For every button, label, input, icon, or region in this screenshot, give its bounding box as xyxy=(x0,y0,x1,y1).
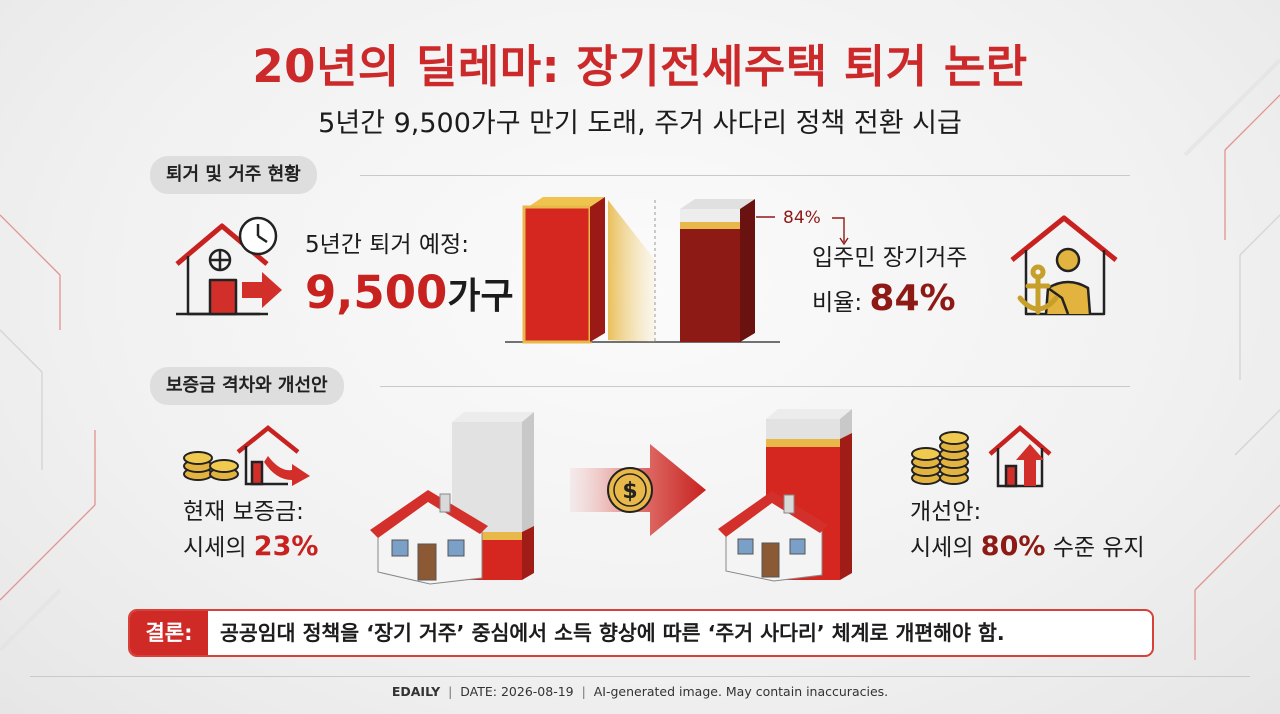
conclusion-text: 공공임대 정책을 ‘장기 거주’ 중심에서 소득 향상에 따른 ‘주거 사다리’… xyxy=(220,621,1005,645)
eviction-unit: 가구 xyxy=(447,276,514,317)
footer-divider xyxy=(30,676,1250,677)
current-deposit-graphic xyxy=(370,412,534,585)
improved-label: 개선안: xyxy=(910,499,982,525)
house-person-anchor-icon xyxy=(1010,215,1118,316)
residence-label: 입주민 장기거주 xyxy=(812,245,968,271)
current-deposit-prefix: 시세의 xyxy=(183,535,254,561)
footer-date: DATE: 2026-08-19 xyxy=(460,684,574,699)
section1-divider xyxy=(360,175,1130,176)
coins-house-up-icon xyxy=(911,425,1052,488)
transition-band xyxy=(608,200,655,342)
full-bar xyxy=(522,197,605,344)
footer: EDAILY | DATE: 2026-08-19 | AI-generated… xyxy=(391,684,889,699)
dollar-arrow-icon: $ xyxy=(570,444,706,536)
current-deposit-value: 23% xyxy=(253,531,319,562)
residence-value: 84% xyxy=(869,278,956,319)
conclusion-tag: 결론: xyxy=(130,611,208,655)
improved-deposit-graphic xyxy=(718,409,852,582)
current-deposit-label: 현재 보증금: xyxy=(183,499,304,525)
eviction-value: 9,500 xyxy=(305,266,448,319)
improved-value: 80% xyxy=(980,531,1046,562)
improved-prefix: 시세의 xyxy=(910,535,981,561)
eviction-label: 5년간 퇴거 예정: xyxy=(305,232,469,258)
conclusion-box: 결론: 공공임대 정책을 ‘장기 거주’ 중심에서 소득 향상에 따른 ‘주거 … xyxy=(128,609,1154,657)
improved-suffix: 수준 유지 xyxy=(1045,535,1145,561)
callout-bracket xyxy=(832,217,849,246)
page-title: 20년의 딜레마: 장기전세주택 퇴거 논란 xyxy=(252,40,1028,93)
section2-divider xyxy=(380,386,1130,387)
partial-bar xyxy=(680,199,755,342)
svg-text:$: $ xyxy=(622,479,637,504)
house-3d xyxy=(370,490,488,585)
house-clock-icon xyxy=(175,216,282,316)
page-subtitle: 5년간 9,500가구 만기 도래, 주거 사다리 정책 전환 시급 xyxy=(318,108,962,139)
eviction-bar-chart xyxy=(505,197,780,344)
section1-pill: 퇴거 및 거주 현황 xyxy=(150,156,317,194)
residence-prefix: 비율: xyxy=(812,290,870,316)
footer-disclaimer: AI-generated image. May contain inaccura… xyxy=(593,684,889,699)
bar-callout-84: 84% xyxy=(783,208,821,228)
section2-pill: 보증금 격차와 개선안 xyxy=(150,367,344,405)
house-3d-improved xyxy=(718,491,828,582)
coins-house-down-icon xyxy=(183,425,310,486)
footer-brand: EDAILY xyxy=(391,684,441,699)
